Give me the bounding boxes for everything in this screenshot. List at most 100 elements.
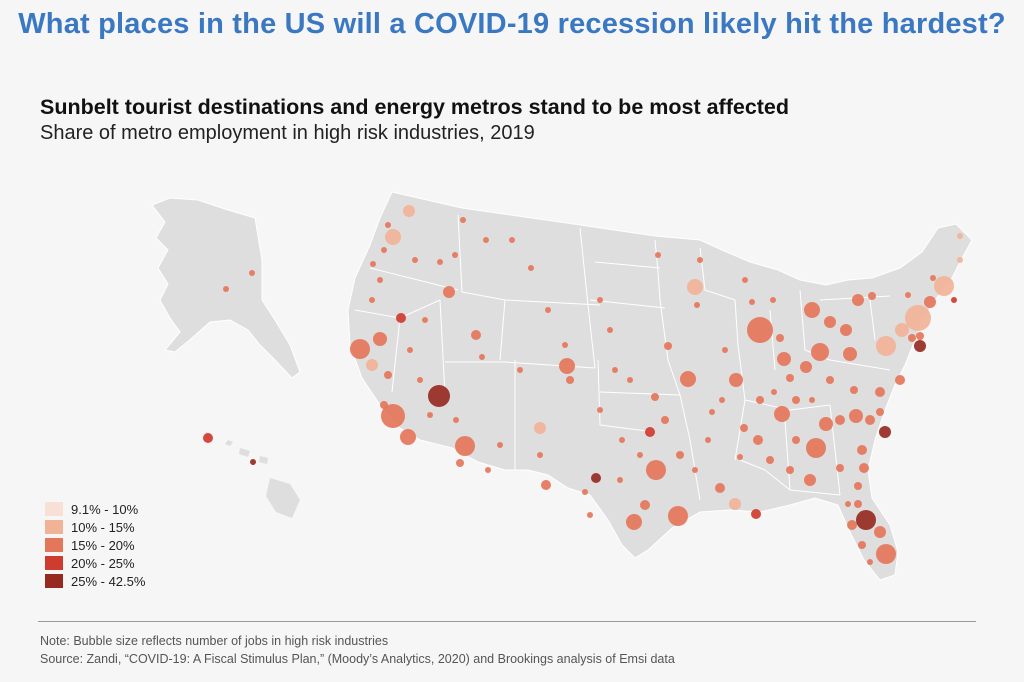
metro-bubble xyxy=(687,279,703,295)
metro-bubble xyxy=(804,302,820,318)
legend-item: 9.1% - 10% xyxy=(45,500,145,518)
metro-bubble xyxy=(587,512,593,518)
metro-bubble xyxy=(612,367,618,373)
metro-bubble xyxy=(437,259,443,265)
metro-bubble xyxy=(427,412,433,418)
metro-bubble xyxy=(534,422,546,434)
metro-bubble xyxy=(697,257,703,263)
metro-bubble xyxy=(895,375,905,385)
metro-bubble xyxy=(483,237,489,243)
metro-bubble xyxy=(545,307,551,313)
legend-swatch xyxy=(45,520,63,534)
legend-label: 20% - 25% xyxy=(71,555,135,571)
metro-bubble xyxy=(607,327,613,333)
metro-bubble xyxy=(879,426,891,438)
metro-bubble xyxy=(705,437,711,443)
metro-bubble xyxy=(350,339,370,359)
metro-bubble xyxy=(509,237,515,243)
metro-bubble xyxy=(223,286,229,292)
metro-bubble xyxy=(380,401,388,409)
legend-label: 10% - 15% xyxy=(71,519,135,535)
metro-bubble xyxy=(400,429,416,445)
map-title: Sunbelt tourist destinations and energy … xyxy=(40,95,790,119)
metro-bubble xyxy=(381,404,405,428)
metro-bubble xyxy=(646,460,666,480)
metro-bubble xyxy=(403,205,415,217)
metro-bubble xyxy=(908,334,916,342)
metro-bubble xyxy=(856,510,876,530)
metro-bubble xyxy=(924,296,936,308)
metro-bubble xyxy=(412,257,418,263)
metro-bubble xyxy=(852,294,864,306)
metro-bubble xyxy=(460,217,466,223)
metro-bubble xyxy=(377,277,383,283)
metro-bubble xyxy=(373,332,387,346)
legend-swatch xyxy=(45,538,63,552)
metro-bubble xyxy=(485,467,491,473)
metro-bubble xyxy=(854,482,862,490)
metro-bubble xyxy=(407,347,413,353)
metro-bubble xyxy=(819,417,833,431)
metro-bubble xyxy=(559,358,575,374)
metro-bubble xyxy=(770,297,776,303)
metro-bubble xyxy=(854,500,862,508)
metro-bubble xyxy=(867,559,873,565)
metro-bubble xyxy=(619,437,625,443)
metro-bubble xyxy=(806,438,826,458)
metro-bubble xyxy=(751,509,761,519)
metro-bubble xyxy=(868,292,876,300)
metro-bubble xyxy=(651,393,659,401)
metro-bubble xyxy=(456,459,464,467)
metro-bubble xyxy=(203,433,213,443)
map-subtitle: Share of metro employment in high risk i… xyxy=(40,122,535,144)
metro-bubble xyxy=(661,416,669,424)
metro-bubble xyxy=(385,222,391,228)
metro-bubble xyxy=(692,467,698,473)
legend-label: 9.1% - 10% xyxy=(71,501,139,517)
metro-bubble xyxy=(479,354,485,360)
metro-bubble xyxy=(655,252,661,258)
metro-bubble xyxy=(366,359,378,371)
metro-bubble xyxy=(776,334,784,342)
metro-bubble xyxy=(381,247,387,253)
metro-bubble xyxy=(452,252,458,258)
metro-bubble xyxy=(774,406,790,422)
metro-bubble xyxy=(597,297,603,303)
metro-bubble xyxy=(369,297,375,303)
metro-bubble xyxy=(792,436,800,444)
legend-item: 25% - 42.5% xyxy=(45,572,145,590)
metro-bubble xyxy=(417,377,423,383)
metro-bubble xyxy=(582,489,588,495)
metro-bubble xyxy=(865,415,875,425)
metro-bubble xyxy=(930,275,936,281)
metro-bubble xyxy=(385,229,401,245)
metro-bubble xyxy=(471,330,481,340)
legend-swatch xyxy=(45,574,63,588)
metro-bubble xyxy=(847,520,857,530)
metro-bubble xyxy=(756,396,764,404)
metro-bubble xyxy=(729,498,741,510)
map-legend: 9.1% - 10% 10% - 15% 15% - 20% 20% - 25%… xyxy=(45,500,145,590)
metro-bubble xyxy=(875,387,885,397)
metro-bubble xyxy=(809,397,815,403)
metro-bubble xyxy=(836,464,844,472)
metro-bubble xyxy=(845,501,851,507)
us-bubble-map xyxy=(151,191,973,581)
metro-bubble xyxy=(742,277,748,283)
metro-bubble xyxy=(876,544,896,564)
hawaii-shape xyxy=(204,432,300,518)
metro-bubble xyxy=(668,506,688,526)
metro-bubble xyxy=(800,361,812,373)
metro-bubble xyxy=(747,317,773,343)
metro-bubble xyxy=(694,302,700,308)
metro-bubble xyxy=(858,541,866,549)
metro-bubble xyxy=(957,233,963,239)
metro-bubble xyxy=(562,342,568,348)
metro-bubble xyxy=(957,257,963,263)
metro-bubble xyxy=(737,454,743,460)
metro-bubble xyxy=(916,332,924,340)
metro-bubble xyxy=(811,343,829,361)
metro-bubble xyxy=(537,452,543,458)
metro-bubble xyxy=(951,297,957,303)
metro-bubble xyxy=(876,336,896,356)
